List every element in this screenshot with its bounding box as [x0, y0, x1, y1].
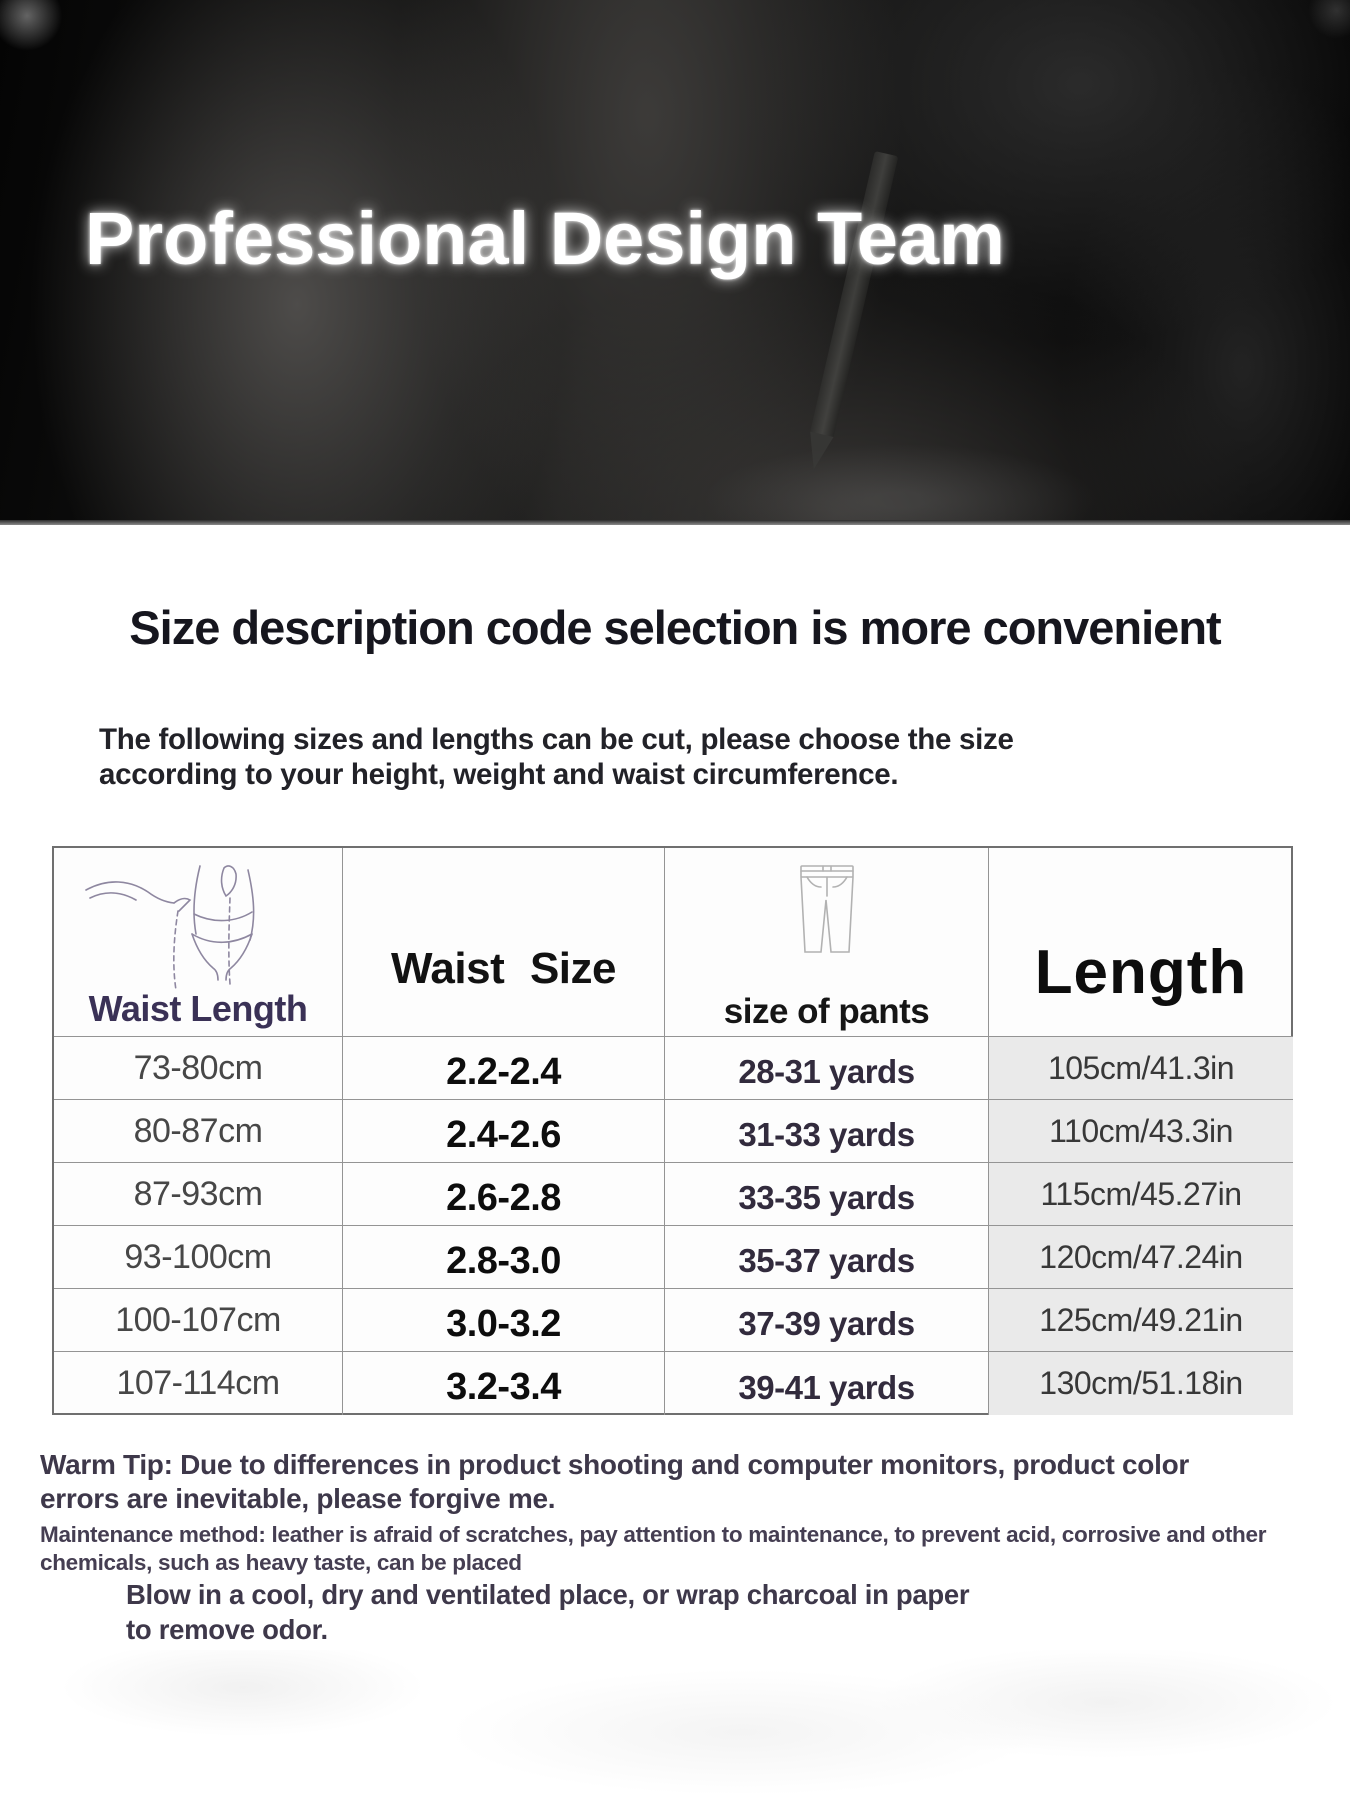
table-row-3-waist-size: 2.6-2.8 — [343, 1163, 665, 1226]
warm-tip-line-1: Warm Tip: Due to differences in product … — [40, 1449, 1189, 1480]
intro-line-2: according to your height, weight and wai… — [99, 758, 899, 791]
table-row-1-waist-size: 2.2-2.4 — [343, 1037, 665, 1100]
table-row-6-pants-size: 39-41 yards — [665, 1352, 989, 1415]
table-row-6-waist-length: 107-114cm — [54, 1352, 343, 1415]
table-row-5-waist-length: 100-107cm — [54, 1289, 343, 1352]
header-pants-size-label: size of pants — [723, 992, 930, 1031]
table-row-6-waist-size: 3.2-3.4 — [343, 1352, 665, 1415]
warm-tip-line-2: errors are inevitable, please forgive me… — [40, 1483, 556, 1514]
size-table: Waist Length Waist Size size of pants — [52, 846, 1293, 1415]
table-row-5-waist-size: 3.0-3.2 — [343, 1289, 665, 1352]
hero-image: Professional Design Team — [0, 0, 1350, 525]
table-row-2-pants-size: 31-33 yards — [665, 1100, 989, 1163]
pants-icon — [795, 862, 859, 958]
header-waist-length: Waist Length — [54, 848, 343, 1037]
header-length: Length — [989, 848, 1293, 1037]
table-row-2-length: 110cm/43.3in — [989, 1100, 1293, 1163]
header-pants-size: size of pants — [665, 848, 989, 1037]
waist-measure-icon — [82, 856, 282, 996]
header-length-label: Length — [1034, 938, 1248, 1007]
paper-highlight — [620, 420, 1180, 525]
maintenance-line-1: Maintenance method: leather is afraid of… — [40, 1522, 1267, 1547]
storage-advice-note: Blow in a cool, dry and ventilated place… — [126, 1577, 970, 1647]
table-row-1-pants-size: 28-31 yards — [665, 1037, 989, 1100]
table-row-4-pants-size: 35-37 yards — [665, 1226, 989, 1289]
table-row-5-pants-size: 37-39 yards — [665, 1289, 989, 1352]
intro-line-1: The following sizes and lengths can be c… — [99, 723, 1014, 756]
maintenance-line-2: chemicals, such as heavy taste, can be p… — [40, 1550, 522, 1575]
table-row-4-length: 120cm/47.24in — [989, 1226, 1293, 1289]
maintenance-note: Maintenance method: leather is afraid of… — [40, 1521, 1266, 1577]
header-waist-size: Waist Size — [343, 848, 665, 1037]
storage-advice-line-1: Blow in a cool, dry and ventilated place… — [126, 1579, 970, 1610]
table-row-4-waist-length: 93-100cm — [54, 1226, 343, 1289]
warm-tip-note: Warm Tip: Due to differences in product … — [40, 1448, 1189, 1516]
intro-text: The following sizes and lengths can be c… — [99, 722, 1014, 792]
table-row-1-waist-length: 73-80cm — [54, 1037, 343, 1100]
table-row-5-length: 125cm/49.21in — [989, 1289, 1293, 1352]
table-row-3-length: 115cm/45.27in — [989, 1163, 1293, 1226]
table-row-6-length: 130cm/51.18in — [989, 1352, 1293, 1415]
table-row-1-length: 105cm/41.3in — [989, 1037, 1293, 1100]
table-row-2-waist-size: 2.4-2.6 — [343, 1100, 665, 1163]
section-heading: Size description code selection is more … — [129, 601, 1221, 654]
table-row-3-waist-length: 87-93cm — [54, 1163, 343, 1226]
header-waist-size-label: Waist Size — [391, 944, 616, 993]
table-row-4-waist-size: 2.8-3.0 — [343, 1226, 665, 1289]
footer-faint-image — [0, 1650, 1350, 1800]
pencil-illustration — [809, 151, 899, 439]
table-row-2-waist-length: 80-87cm — [54, 1100, 343, 1163]
storage-advice-line-2: to remove odor. — [126, 1614, 328, 1645]
header-waist-length-label: Waist Length — [88, 988, 308, 1029]
hero-title: Professional Design Team — [85, 197, 1005, 280]
table-row-3-pants-size: 33-35 yards — [665, 1163, 989, 1226]
